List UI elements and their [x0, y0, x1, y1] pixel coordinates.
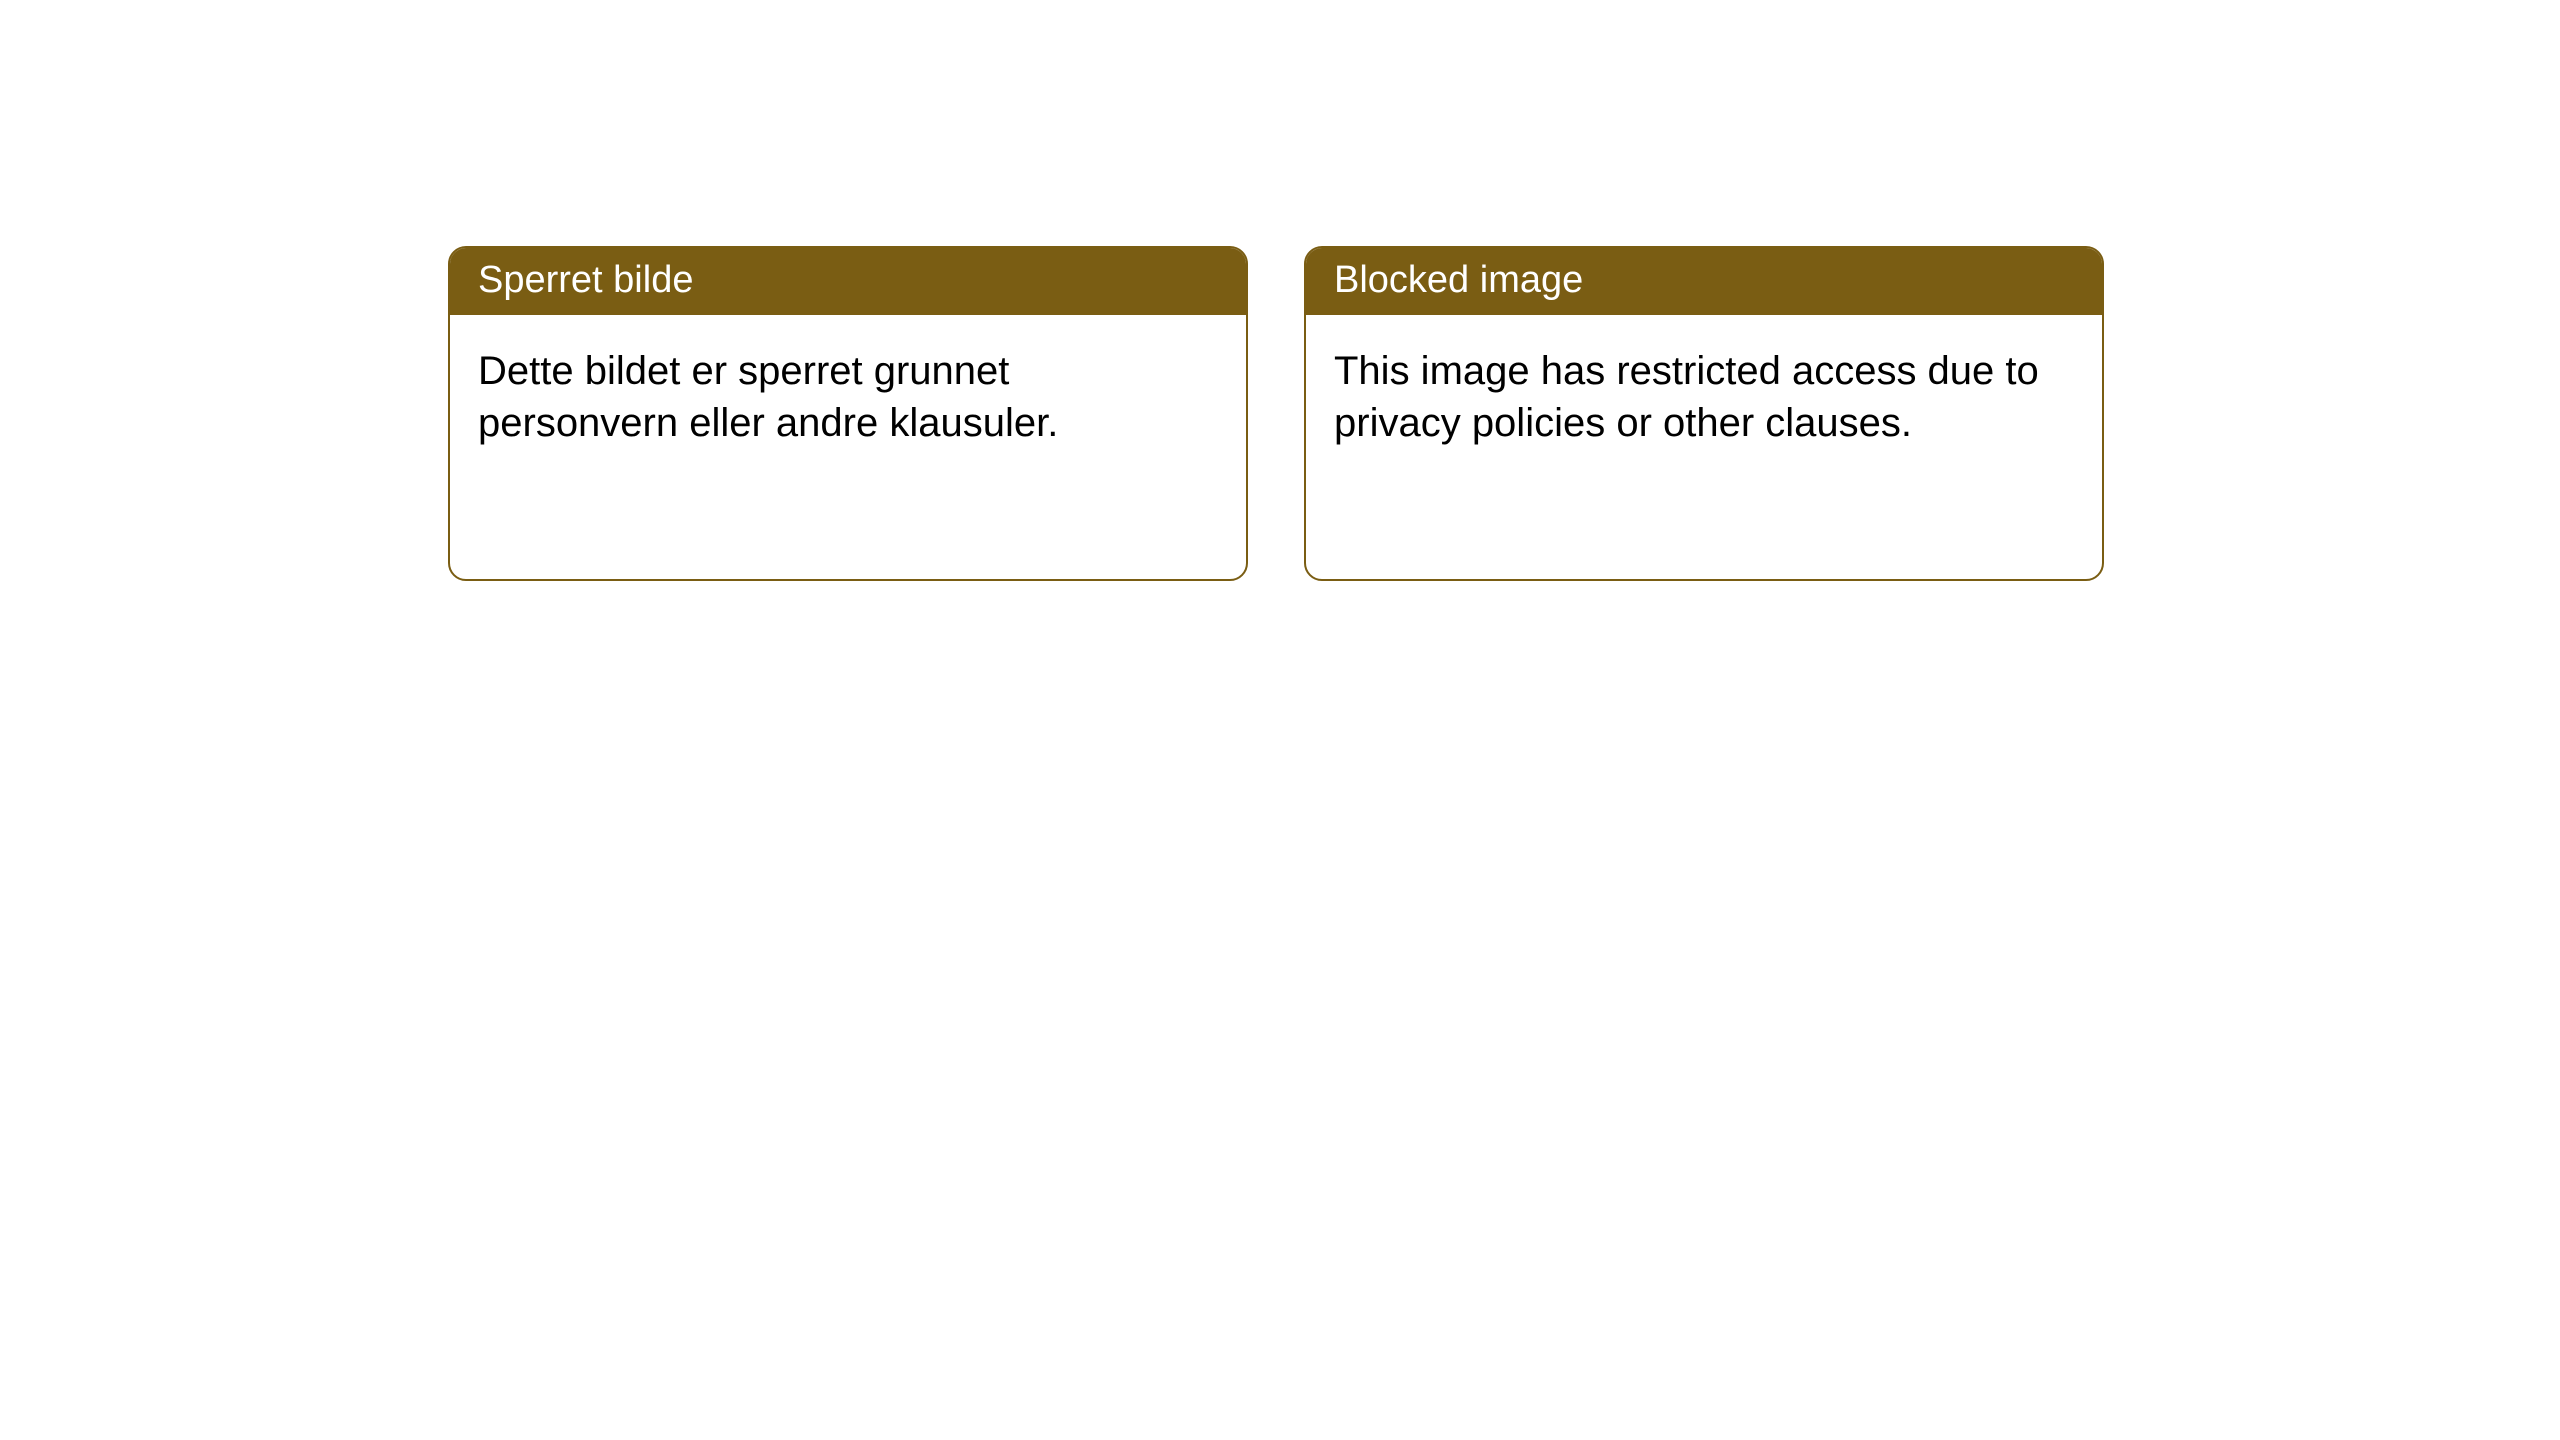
notice-body: This image has restricted access due to … [1306, 315, 2102, 479]
notice-header: Sperret bilde [450, 248, 1246, 315]
notice-header: Blocked image [1306, 248, 2102, 315]
notice-container: Sperret bilde Dette bildet er sperret gr… [0, 0, 2560, 581]
notice-card-norwegian: Sperret bilde Dette bildet er sperret gr… [448, 246, 1248, 581]
notice-body: Dette bildet er sperret grunnet personve… [450, 315, 1246, 479]
notice-card-english: Blocked image This image has restricted … [1304, 246, 2104, 581]
